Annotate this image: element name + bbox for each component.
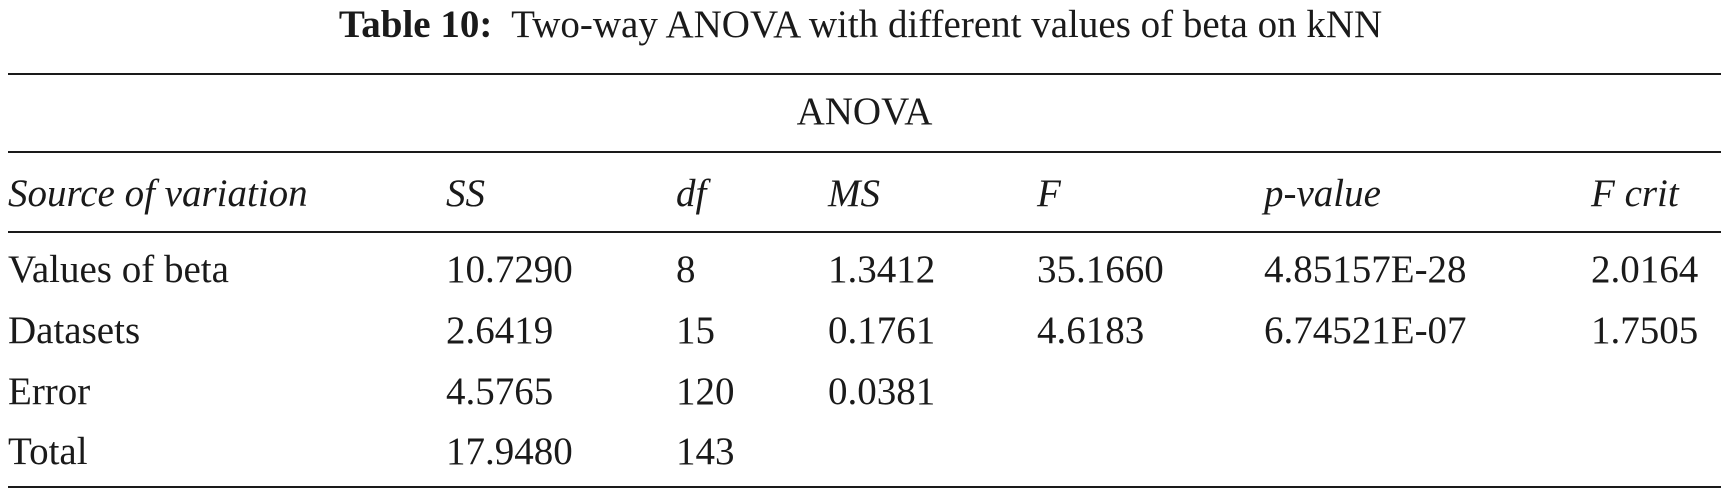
row-ms: 1.3412: [828, 248, 936, 291]
row-f-crit: 2.0164: [1591, 248, 1699, 291]
row-p-value: 6.74521E-07: [1264, 309, 1467, 352]
table-row: Error 4.5765 120 0.0381: [0, 363, 1721, 421]
table-row: Datasets 2.6419 15 0.1761 4.6183 6.74521…: [0, 302, 1721, 360]
header-row: Source of variation SS df MS F p-value F…: [0, 165, 1721, 223]
header-df: df: [676, 172, 707, 215]
row-ss: 2.6419: [446, 309, 554, 352]
row-source: Datasets: [8, 309, 141, 352]
row-p-value: 4.85157E-28: [1264, 248, 1467, 291]
header-ss: SS: [446, 172, 485, 215]
table-row: Values of beta 10.7290 8 1.3412 35.1660 …: [0, 241, 1721, 299]
caption-label: Table 10:: [338, 3, 493, 46]
row-ss: 17.9480: [446, 430, 573, 473]
row-ms: 0.1761: [828, 309, 936, 352]
caption-text: Two-way ANOVA with different values of b…: [511, 3, 1383, 46]
row-df: 120: [676, 370, 735, 413]
header-p-value: p-value: [1264, 172, 1381, 215]
row-ms: 0.0381: [828, 370, 936, 413]
row-df: 8: [676, 248, 696, 291]
bottom-rule: [8, 486, 1721, 488]
row-df: 143: [676, 430, 735, 473]
row-ss: 10.7290: [446, 248, 573, 291]
row-df: 15: [676, 309, 715, 352]
row-f-crit: 1.7505: [1591, 309, 1699, 352]
header-f: F: [1037, 172, 1061, 215]
row-ss: 4.5765: [446, 370, 554, 413]
row-f: 35.1660: [1037, 248, 1164, 291]
group-rule: [8, 151, 1721, 153]
table-row: Total 17.9480 143: [0, 423, 1721, 481]
header-ms: MS: [828, 172, 880, 215]
header-source: Source of variation: [8, 172, 308, 215]
row-source: Total: [8, 430, 88, 473]
header-rule: [8, 231, 1721, 233]
row-source: Error: [8, 370, 91, 413]
group-title: ANOVA: [796, 90, 933, 133]
top-rule: [8, 73, 1721, 75]
header-f-crit: F crit: [1591, 172, 1679, 215]
table-caption: Table 10: Two-way ANOVA with different v…: [0, 0, 1721, 54]
row-source: Values of beta: [8, 248, 229, 291]
row-f: 4.6183: [1037, 309, 1145, 352]
